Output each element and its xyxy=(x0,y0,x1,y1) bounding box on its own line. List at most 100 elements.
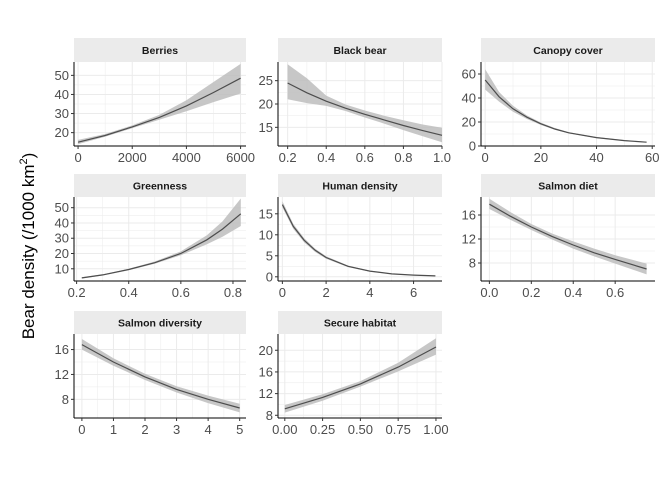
x-tick-label: 0.2 xyxy=(279,150,297,165)
facet-strip xyxy=(74,38,246,62)
facet-title: Secure habitat xyxy=(324,318,397,330)
facet-title: Salmon diet xyxy=(538,181,598,193)
fitted-line xyxy=(287,82,443,136)
facet-title: Berries xyxy=(142,45,178,57)
facet-strip xyxy=(481,38,655,62)
confidence-band xyxy=(81,339,240,413)
y-tick-label: 30 xyxy=(55,231,69,246)
y-axis-label-superscript: 2 xyxy=(18,158,30,164)
y-tick-label: 40 xyxy=(55,215,69,230)
x-tick-label: 0.0 xyxy=(480,285,498,300)
y-tick-label: 20 xyxy=(259,97,273,112)
x-tick-label: 0.6 xyxy=(356,150,374,165)
facet-panel: Canopy cover 0 20 40 60 0 20 40 60 xyxy=(462,38,659,165)
fitted-line xyxy=(281,204,436,277)
y-tick-label: 40 xyxy=(55,87,69,102)
x-tick-label: 3 xyxy=(173,422,180,437)
y-tick-label: 20 xyxy=(462,115,476,130)
y-tick-label: 15 xyxy=(259,120,273,135)
facet-title: Greenness xyxy=(133,181,187,193)
y-tick-label: 12 xyxy=(462,232,476,247)
x-tick-label: 0.4 xyxy=(120,285,138,300)
y-tick-label: 25 xyxy=(259,73,273,88)
facet-strip xyxy=(481,174,655,197)
facet-title: Black bear xyxy=(333,45,386,57)
y-tick-label: 20 xyxy=(55,246,69,261)
x-tick-label: 0.6 xyxy=(606,285,624,300)
facet-title: Salmon diversity xyxy=(118,318,202,330)
y-tick-label: 20 xyxy=(55,125,69,140)
facet-panel: Salmon diet 0.0 0.2 0.4 0.6 8 12 16 xyxy=(462,174,655,300)
x-tick-label: 1.0 xyxy=(433,150,451,165)
x-tick-label: 60 xyxy=(645,150,659,165)
y-axis-label-main: Bear density (/1000 km xyxy=(19,164,38,339)
x-tick-label: 0 xyxy=(78,422,85,437)
fitted-line xyxy=(81,344,240,409)
facet-strip xyxy=(278,311,442,334)
x-tick-label: 4 xyxy=(205,422,212,437)
facet-panel: Berries 0 2000 4000 6000 20 30 40 50 xyxy=(55,38,255,165)
x-tick-label: 6 xyxy=(410,285,417,300)
x-tick-label: 0 xyxy=(74,150,81,165)
facet-title: Human density xyxy=(322,181,397,193)
y-tick-label: 0 xyxy=(469,139,476,154)
facet-panel: Secure habitat 0.00 0.25 0.50 0.75 1.00 8 12 16 2… xyxy=(259,311,449,437)
y-tick-label: 0 xyxy=(266,269,273,284)
x-tick-label: 0.75 xyxy=(386,422,411,437)
x-tick-label: 2 xyxy=(141,422,148,437)
y-tick-label: 16 xyxy=(55,342,69,357)
x-tick-label: 0.4 xyxy=(317,150,335,165)
y-tick-label: 20 xyxy=(259,343,273,358)
y-axis-label-close: ) xyxy=(19,153,38,159)
x-tick-label: 0.00 xyxy=(272,422,297,437)
x-tick-label: 0 xyxy=(482,150,489,165)
fitted-line xyxy=(77,77,241,143)
y-tick-label: 60 xyxy=(462,67,476,82)
x-tick-label: 2 xyxy=(322,285,329,300)
y-tick-label: 50 xyxy=(55,200,69,215)
x-tick-label: 20 xyxy=(534,150,548,165)
y-tick-label: 8 xyxy=(266,408,273,423)
x-tick-label: 1 xyxy=(110,422,117,437)
y-tick-label: 8 xyxy=(469,256,476,271)
x-tick-label: 0.8 xyxy=(394,150,412,165)
y-tick-label: 10 xyxy=(55,261,69,276)
x-tick-label: 6000 xyxy=(226,150,255,165)
x-tick-label: 1.00 xyxy=(423,422,448,437)
y-tick-label: 8 xyxy=(62,392,69,407)
fitted-line xyxy=(284,346,437,410)
facet-strip xyxy=(278,174,442,197)
facet-strip xyxy=(74,311,246,334)
x-tick-label: 0.8 xyxy=(224,285,242,300)
y-tick-label: 5 xyxy=(266,248,273,263)
y-tick-label: 40 xyxy=(462,91,476,106)
y-tick-label: 10 xyxy=(259,227,273,242)
facet-title: Canopy cover xyxy=(533,45,602,57)
y-axis-label: Bear density (/1000 km2) xyxy=(18,153,38,340)
fitted-line xyxy=(81,213,242,279)
confidence-band xyxy=(489,198,647,275)
y-tick-label: 16 xyxy=(462,208,476,223)
facet-panel: Black bear 0.2 0.4 0.6 0.8 1.0 15 20 25 xyxy=(259,38,451,165)
confidence-band xyxy=(282,201,436,276)
confidence-band xyxy=(287,64,442,143)
fitted-line xyxy=(489,203,647,270)
facet-strip xyxy=(278,38,442,62)
y-tick-label: 15 xyxy=(259,206,273,221)
y-tick-label: 30 xyxy=(55,106,69,121)
facet-panel: Human density 0 2 4 6 0 5 10 15 xyxy=(259,174,442,300)
confidence-band xyxy=(284,338,436,413)
facet-strip xyxy=(74,174,246,197)
y-tick-label: 12 xyxy=(55,367,69,382)
fitted-line xyxy=(484,79,647,143)
y-tick-label: 16 xyxy=(259,364,273,379)
x-tick-label: 0.50 xyxy=(348,422,373,437)
x-tick-label: 2000 xyxy=(118,150,147,165)
x-tick-label: 0.25 xyxy=(310,422,335,437)
x-tick-label: 0 xyxy=(279,285,286,300)
x-tick-label: 0.4 xyxy=(564,285,582,300)
x-tick-label: 4 xyxy=(366,285,373,300)
